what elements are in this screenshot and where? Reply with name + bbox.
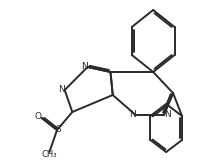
Text: CH₃: CH₃ bbox=[42, 150, 57, 159]
Text: N: N bbox=[164, 109, 171, 118]
Text: S: S bbox=[55, 126, 61, 134]
Text: N: N bbox=[81, 62, 87, 71]
Text: N: N bbox=[58, 85, 65, 94]
Text: O: O bbox=[34, 112, 41, 121]
Text: N: N bbox=[129, 109, 135, 118]
